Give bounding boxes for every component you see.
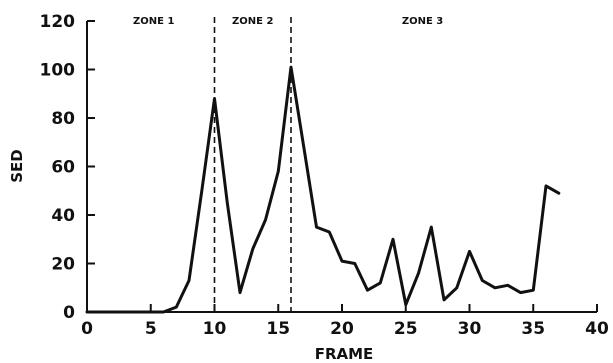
x-tick-label: 25 bbox=[394, 319, 418, 339]
x-tick-label: 30 bbox=[458, 319, 482, 339]
y-tick-label: 0 bbox=[63, 303, 75, 323]
y-axis-title: SED bbox=[8, 149, 26, 183]
x-tick-label: 40 bbox=[585, 319, 609, 339]
zone-dividers bbox=[213, 17, 292, 312]
y-tick-label: 100 bbox=[40, 61, 76, 81]
zone-labels: ZONE 1 ZONE 2 ZONE 3 bbox=[133, 16, 443, 27]
axes bbox=[86, 21, 597, 313]
x-tick-label: 15 bbox=[266, 319, 290, 339]
sed-series-line bbox=[85, 65, 561, 314]
ticks: 0 5 10 15 20 25 30 35 40 0 20 40 60 80 100 120 bbox=[40, 12, 609, 339]
y-tick-label: 60 bbox=[51, 158, 75, 178]
x-tick-label: 5 bbox=[145, 319, 157, 339]
x-tick-label: 35 bbox=[521, 319, 545, 339]
y-tick-label: 20 bbox=[51, 255, 75, 275]
zone-label: ZONE 2 bbox=[232, 16, 273, 27]
x-tick-label: 20 bbox=[330, 319, 354, 339]
x-tick-label: 0 bbox=[81, 319, 93, 339]
zone-label: ZONE 3 bbox=[402, 16, 443, 27]
x-tick-label: 10 bbox=[203, 319, 227, 339]
x-axis-title: FRAME bbox=[315, 345, 374, 363]
y-tick-label: 120 bbox=[40, 12, 76, 32]
y-tick-label: 40 bbox=[51, 206, 75, 226]
y-tick-label: 80 bbox=[51, 109, 75, 129]
zone-label: ZONE 1 bbox=[133, 16, 174, 27]
